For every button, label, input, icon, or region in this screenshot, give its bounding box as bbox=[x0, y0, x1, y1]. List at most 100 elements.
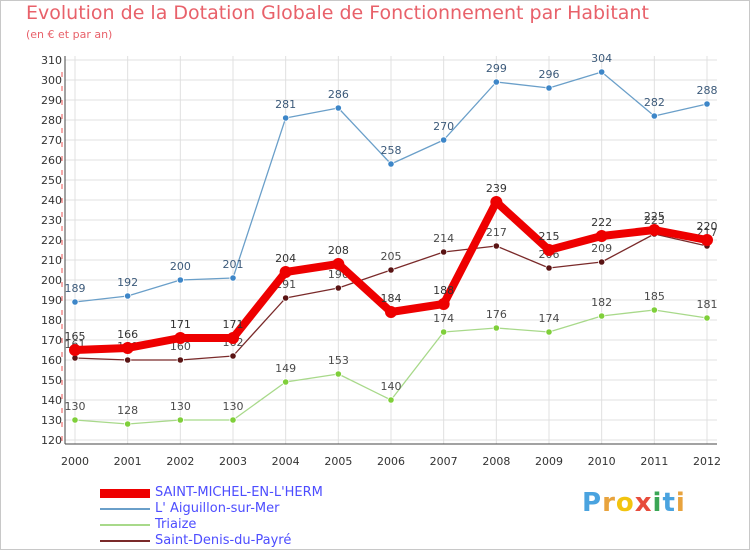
data-label: 184 bbox=[381, 292, 402, 305]
logo-letter: P bbox=[582, 488, 603, 518]
data-label: 222 bbox=[591, 216, 612, 229]
chart-legend: SAINT-MICHEL-EN-L'HERM L' Aiguillon-sur-… bbox=[100, 485, 420, 549]
chart-title: Evolution de la Dotation Globale de Fonc… bbox=[26, 2, 649, 24]
data-label: 128 bbox=[117, 404, 138, 417]
data-point bbox=[543, 244, 555, 256]
x-tick-label: 2006 bbox=[377, 455, 405, 468]
logo-letter: o bbox=[615, 488, 635, 518]
data-point bbox=[279, 266, 292, 278]
legend-label: Saint-Denis-du-Payré bbox=[155, 533, 292, 548]
x-tick-label: 2009 bbox=[535, 455, 563, 468]
data-label: 223 bbox=[644, 214, 665, 227]
data-label: 130 bbox=[170, 400, 191, 413]
data-label: 160 bbox=[170, 340, 191, 353]
x-tick-label: 2004 bbox=[272, 455, 300, 468]
x-tick-label: 2002 bbox=[166, 455, 194, 468]
x-tick-label: 2008 bbox=[482, 455, 510, 468]
data-point bbox=[332, 258, 345, 270]
y-tick-label: 310 bbox=[41, 54, 62, 67]
data-point bbox=[545, 84, 553, 92]
data-point bbox=[282, 114, 290, 122]
x-tick-label: 2011 bbox=[640, 455, 668, 468]
y-tick-label: 200 bbox=[41, 274, 62, 287]
y-tick-label: 120 bbox=[41, 434, 62, 447]
y-tick-label: 210 bbox=[41, 254, 62, 267]
y-tick-label: 130 bbox=[41, 414, 62, 427]
data-label: 181 bbox=[697, 298, 718, 311]
data-point bbox=[121, 342, 134, 354]
data-label: 209 bbox=[591, 242, 612, 255]
y-tick-label: 170 bbox=[41, 334, 62, 347]
legend-swatch bbox=[100, 489, 150, 498]
data-point bbox=[334, 284, 342, 292]
data-label: 299 bbox=[486, 62, 507, 75]
data-label: 130 bbox=[223, 400, 244, 413]
data-point bbox=[176, 416, 184, 424]
data-point bbox=[545, 328, 553, 336]
data-label: 176 bbox=[486, 308, 507, 321]
data-label: 166 bbox=[117, 328, 138, 341]
data-point bbox=[545, 264, 553, 272]
data-label: 204 bbox=[275, 252, 296, 265]
data-point bbox=[227, 332, 239, 344]
legend-swatch bbox=[100, 540, 150, 542]
data-label: 282 bbox=[644, 96, 665, 109]
legend-swatch bbox=[100, 508, 150, 510]
data-label: 286 bbox=[328, 88, 349, 101]
legend-item: Saint-Denis-du-Payré bbox=[100, 533, 420, 549]
legend-item: SAINT-MICHEL-EN-L'HERM bbox=[100, 485, 420, 501]
y-tick-label: 180 bbox=[41, 314, 62, 327]
data-point bbox=[703, 314, 711, 322]
data-label: 189 bbox=[65, 282, 86, 295]
data-label: 174 bbox=[433, 312, 454, 325]
data-label: 149 bbox=[275, 362, 296, 375]
data-label: 188 bbox=[433, 284, 454, 297]
y-tick-label: 190 bbox=[41, 294, 62, 307]
data-label: 220 bbox=[697, 220, 718, 233]
x-tick-label: 2003 bbox=[219, 455, 247, 468]
y-tick-label: 150 bbox=[41, 374, 62, 387]
data-label: 270 bbox=[433, 120, 454, 133]
data-label: 205 bbox=[381, 250, 402, 263]
logo-letter: t bbox=[662, 488, 676, 518]
data-point bbox=[71, 416, 79, 424]
legend-label: L' Aiguillon-sur-Mer bbox=[155, 501, 280, 516]
data-point bbox=[229, 274, 237, 282]
data-label: 185 bbox=[644, 290, 665, 303]
x-tick-label: 2005 bbox=[324, 455, 352, 468]
data-label: 239 bbox=[486, 182, 507, 195]
data-point bbox=[440, 248, 448, 256]
data-point bbox=[176, 356, 184, 364]
chart-subtitle: (en € et par an) bbox=[26, 28, 113, 41]
logo-letter: r bbox=[602, 488, 616, 518]
data-point bbox=[648, 224, 661, 236]
data-point bbox=[124, 420, 132, 428]
y-tick-label: 220 bbox=[41, 234, 62, 247]
data-label: 192 bbox=[117, 276, 138, 289]
data-point bbox=[69, 344, 81, 356]
data-point bbox=[650, 112, 658, 120]
proxiti-logo: Proxiti bbox=[582, 488, 686, 518]
data-point bbox=[124, 356, 132, 364]
y-tick-label: 240 bbox=[41, 194, 62, 207]
y-tick-label: 250 bbox=[41, 174, 62, 187]
data-point bbox=[492, 78, 500, 86]
x-tick-label: 2007 bbox=[430, 455, 458, 468]
data-label: 296 bbox=[539, 68, 560, 81]
data-label: 171 bbox=[223, 318, 244, 331]
data-point bbox=[492, 324, 500, 332]
y-tick-label: 260 bbox=[41, 154, 62, 167]
data-label: 165 bbox=[65, 330, 86, 343]
data-point bbox=[387, 396, 395, 404]
x-tick-label: 2001 bbox=[114, 455, 142, 468]
x-tick-label: 2010 bbox=[588, 455, 616, 468]
data-label: 153 bbox=[328, 354, 349, 367]
data-label: 281 bbox=[275, 98, 296, 111]
data-label: 171 bbox=[170, 318, 191, 331]
logo-letter: x bbox=[634, 488, 653, 518]
legend-item: L' Aiguillon-sur-Mer bbox=[100, 501, 420, 517]
data-point bbox=[387, 266, 395, 274]
data-point bbox=[598, 258, 606, 266]
data-label: 217 bbox=[486, 226, 507, 239]
